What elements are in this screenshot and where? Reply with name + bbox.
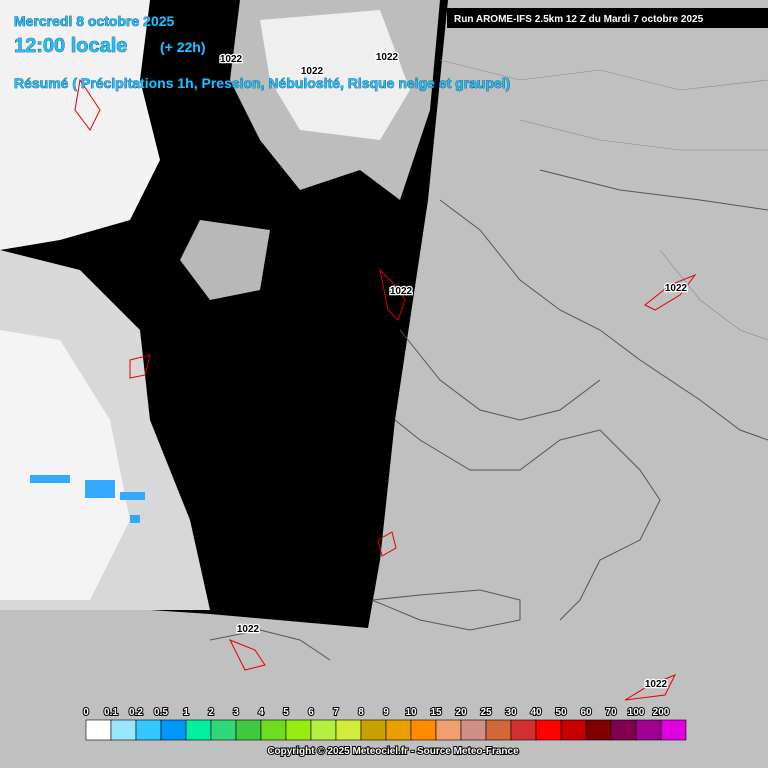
legend-swatch [310, 719, 337, 741]
cloud [260, 10, 410, 140]
legend-label: 5 [283, 707, 289, 718]
legend-label: 4 [258, 707, 264, 718]
isobar-label: 1022 [237, 624, 260, 635]
legend-swatch [260, 719, 287, 741]
legend-swatch [410, 719, 437, 741]
legend-swatch [535, 719, 562, 741]
legend-swatch [110, 719, 137, 741]
isobar-label: 1022 [665, 283, 688, 294]
legend-swatch [135, 719, 162, 741]
legend-label: 9 [383, 707, 389, 718]
precip [30, 475, 145, 523]
time: 12:00 locale [14, 35, 127, 57]
legend-label: 20 [455, 707, 467, 718]
legend-label: 2 [208, 707, 214, 718]
legend-label: 0.1 [104, 707, 118, 718]
subtitle: Résumé ( Précipitations 1h, Pression, Né… [14, 75, 510, 91]
legend-swatch [560, 719, 587, 741]
date: Mercredi 8 octobre 2025 [14, 13, 175, 29]
legend-label: 200 [653, 707, 670, 718]
legend-label: 40 [530, 707, 542, 718]
legend-swatch [335, 719, 362, 741]
run-bar [447, 8, 768, 28]
legend-label: 60 [580, 707, 592, 718]
legend-swatch [185, 719, 212, 741]
cloud [0, 0, 160, 250]
isobar [74, 78, 697, 701]
legend-label: 70 [605, 707, 617, 718]
legend-label: 8 [358, 707, 364, 718]
legend-label: 0 [83, 707, 89, 718]
isobar-label: 1022 [220, 54, 243, 65]
legend-label: 10 [405, 707, 417, 718]
legend-swatch [435, 719, 462, 741]
legend-swatch [235, 719, 262, 741]
isobar-label: 1022 [390, 286, 413, 297]
isobar-label: 1022 [376, 52, 399, 63]
legend-swatch [660, 719, 687, 741]
coastline [209, 169, 768, 661]
legend-label: 1 [183, 707, 189, 718]
legend-label: 3 [233, 707, 239, 718]
legend-label: 0.5 [154, 707, 168, 718]
lead-time: (+ 22h) [160, 39, 206, 55]
legend-swatch [385, 719, 412, 741]
isobar-label: 1022 [645, 679, 668, 690]
legend-swatch [610, 719, 637, 741]
legend-label: 30 [505, 707, 517, 718]
legend-label: 100 [628, 707, 645, 718]
isobar-label: 1022 [301, 66, 324, 77]
legend-swatch [160, 719, 187, 741]
cloud [180, 220, 270, 300]
legend-swatch [285, 719, 312, 741]
legend-label: 7 [333, 707, 339, 718]
legend-label: 0.2 [129, 707, 143, 718]
legend-swatch [635, 719, 662, 741]
copyright: Copyright © 2025 Meteociel.fr - Source M… [267, 746, 519, 757]
legend-label: 15 [430, 707, 442, 718]
legend-swatch [85, 719, 112, 741]
cloud [0, 330, 130, 600]
legend-swatch [585, 719, 612, 741]
legend-swatch [210, 719, 237, 741]
legend-swatch [460, 719, 487, 741]
legend-label: 25 [480, 707, 492, 718]
legend-swatch [360, 719, 387, 741]
legend-swatch [485, 719, 512, 741]
border [439, 59, 768, 341]
legend-label: 50 [555, 707, 567, 718]
legend-label: 6 [308, 707, 314, 718]
run-info: Run AROME-IFS 2.5km 12 Z du Mardi 7 octo… [454, 14, 704, 25]
legend-swatch [510, 719, 537, 741]
